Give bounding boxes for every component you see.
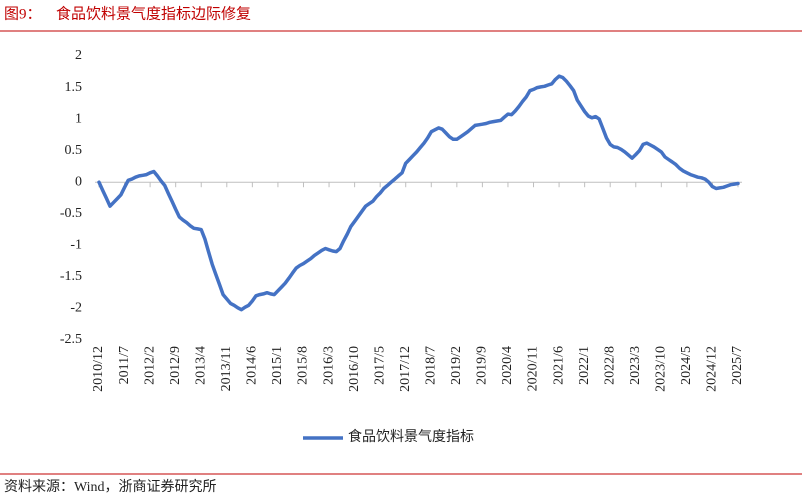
y-tick-label: -1 — [70, 238, 82, 253]
x-tick-label: 2017/5 — [372, 346, 387, 385]
x-tick-label: 2016/3 — [321, 346, 336, 385]
x-tick-label: 2020/11 — [526, 346, 541, 391]
x-tick-label: 2017/12 — [398, 346, 413, 392]
y-tick-label: 1 — [75, 111, 82, 126]
x-tick-label: 2024/5 — [679, 346, 694, 385]
x-tick-label: 2012/2 — [142, 346, 157, 385]
x-tick-label: 2013/4 — [193, 346, 208, 385]
y-tick-label: 0.5 — [65, 143, 83, 158]
y-tick-label: -1.5 — [60, 269, 82, 284]
chart-title: 食品饮料景气度指标边际修复 — [56, 4, 251, 22]
x-tick-label: 2022/1 — [577, 346, 592, 385]
x-tick-label: 2019/9 — [475, 346, 490, 385]
x-tick-label: 2010/12 — [91, 346, 106, 392]
x-tick-label: 2020/4 — [500, 346, 515, 385]
series-line — [97, 74, 740, 312]
y-tick-label: 0 — [75, 174, 82, 189]
legend-label: 食品饮料景气度指标 — [348, 428, 474, 445]
x-tick-label: 2016/10 — [347, 346, 362, 392]
y-tick-label: -2.5 — [60, 332, 82, 347]
y-tick-label: 1.5 — [65, 80, 83, 95]
x-tick-label: 2023/3 — [628, 346, 643, 385]
x-tick-label: 2023/10 — [654, 346, 669, 392]
x-tick-label: 2024/12 — [705, 346, 720, 392]
x-tick-label: 2019/2 — [449, 346, 464, 385]
x-tick-label: 2012/9 — [168, 346, 183, 385]
y-tick-label: 2 — [75, 48, 82, 63]
x-tick-label: 2011/7 — [117, 346, 132, 384]
figure-label: 图9： — [4, 5, 42, 22]
y-tick-label: -0.5 — [60, 206, 82, 221]
source: 资料来源：Wind，浙商证券研究所 — [4, 479, 217, 495]
x-tick-label: 2025/7 — [730, 346, 745, 385]
x-tick-label: 2015/1 — [270, 346, 285, 385]
x-tick-label: 2014/6 — [245, 346, 260, 385]
x-tick-label: 2022/8 — [602, 346, 617, 385]
x-tick-label: 2013/11 — [219, 346, 234, 391]
y-tick-label: -2 — [70, 301, 82, 316]
x-tick-label: 2018/7 — [423, 346, 438, 385]
x-tick-label: 2021/6 — [551, 346, 566, 385]
x-tick-label: 2015/8 — [296, 346, 311, 385]
